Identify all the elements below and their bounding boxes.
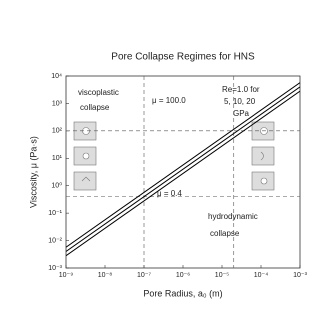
- x-tick-label: 10⁻⁸: [98, 272, 112, 279]
- pore: [81, 176, 91, 182]
- pore: [82, 152, 90, 160]
- annotation: Re=1.0 for: [222, 85, 260, 94]
- line: [66, 86, 300, 252]
- y-axis-label: Viscosity, μ (Pa·s): [28, 136, 38, 208]
- x-tick-label: 10⁻⁷: [137, 272, 151, 279]
- chart-title: Pore Collapse Regimes for HNS: [111, 52, 255, 63]
- x-tick-label: 10⁻³: [293, 272, 307, 279]
- annotation: μ = 100.0: [152, 96, 186, 105]
- x-axis-label: Pore Radius, a₀ (m): [143, 288, 222, 298]
- y-tick-label: 10⁰: [51, 182, 62, 190]
- x-tick-label: 10⁻⁵: [215, 272, 229, 279]
- pore: [260, 151, 264, 161]
- y-tick-label: 10²: [52, 128, 63, 135]
- annotation: hydrodynamic: [208, 212, 258, 221]
- annotation: viscoplastic: [78, 88, 119, 97]
- line: [66, 82, 300, 248]
- x-tick-label: 10⁻⁹: [59, 272, 73, 279]
- y-tick-label: 10⁻²: [48, 237, 62, 244]
- x-tick-label: 10⁻⁴: [254, 272, 269, 279]
- annotation: 5, 10, 20: [224, 97, 256, 106]
- annotation: μ = 0.4: [157, 189, 182, 198]
- pore-icon: [251, 146, 275, 166]
- y-tick-label: 10³: [52, 100, 63, 107]
- pore-icons: [73, 121, 275, 191]
- annotation: collapse: [210, 229, 240, 238]
- y-tick-label: 10¹: [52, 155, 63, 162]
- y-tick-label: 10⁻³: [48, 265, 62, 272]
- annotation: GPa: [233, 109, 250, 118]
- pore: [260, 177, 268, 185]
- x-tick-label: 10⁻⁶: [176, 272, 190, 279]
- y-tick-label: 10⁻¹: [48, 210, 62, 217]
- pore-icon: [73, 171, 97, 191]
- line: [66, 90, 300, 257]
- y-tick-label: 10⁴: [51, 73, 62, 80]
- annotation: collapse: [80, 103, 110, 112]
